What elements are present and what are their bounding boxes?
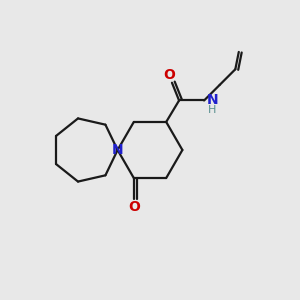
Text: O: O bbox=[128, 200, 140, 214]
Text: N: N bbox=[112, 143, 123, 157]
Text: N: N bbox=[206, 93, 218, 107]
Text: H: H bbox=[208, 105, 217, 115]
Text: O: O bbox=[163, 68, 175, 83]
